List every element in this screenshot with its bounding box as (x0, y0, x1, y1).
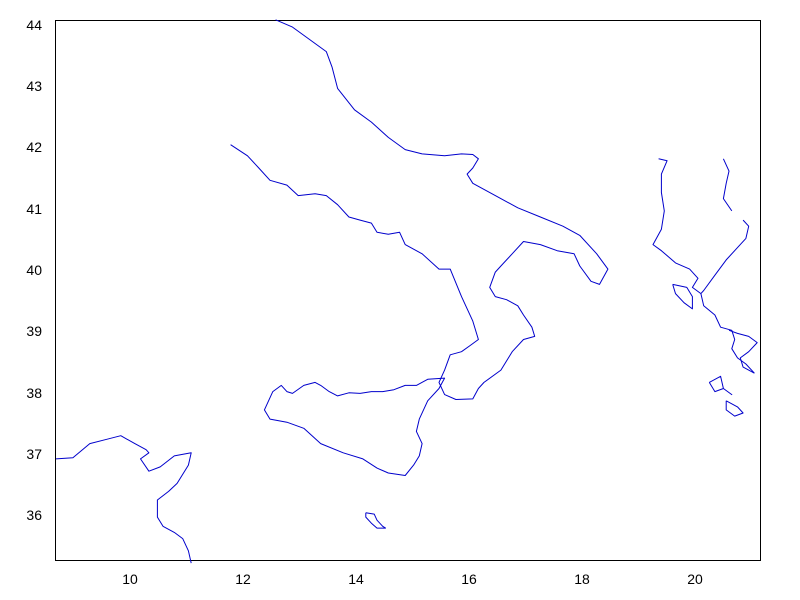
y-tick-label: 41 (26, 201, 42, 217)
corfu (672, 283, 693, 310)
y-axis: 36 37 38 39 40 41 42 43 44 (26, 17, 42, 523)
x-tick-label: 12 (235, 571, 251, 587)
greece-mainland-west (722, 158, 733, 212)
y-tick-label: 43 (26, 78, 42, 94)
y-tick-label: 36 (26, 507, 42, 523)
x-tick-label: 20 (687, 571, 703, 587)
map-frame (55, 20, 761, 561)
x-axis: 10 12 14 16 18 20 (122, 571, 703, 587)
x-tick-label: 10 (122, 571, 138, 587)
italy-tyrrhenian-coast (230, 19, 609, 400)
lefkada-kefalonia (708, 375, 733, 396)
y-tick-label: 44 (26, 17, 42, 33)
y-tick-label: 42 (26, 139, 42, 155)
albania-greece-coast (652, 158, 755, 374)
y-tick-label: 39 (26, 323, 42, 339)
x-tick-label: 16 (461, 571, 477, 587)
tunisia-algeria-coast (55, 435, 192, 564)
aegean-west-coast (728, 329, 758, 374)
malta (365, 512, 386, 529)
sicily-coast (263, 377, 446, 476)
x-tick-label: 14 (348, 571, 364, 587)
coastline-layer (55, 19, 758, 564)
greece-east-coast (700, 219, 750, 294)
y-tick-label: 37 (26, 446, 42, 462)
y-tick-label: 40 (26, 262, 42, 278)
zakynthos (725, 400, 744, 417)
x-tick-label: 18 (574, 571, 590, 587)
y-tick-label: 38 (26, 385, 42, 401)
